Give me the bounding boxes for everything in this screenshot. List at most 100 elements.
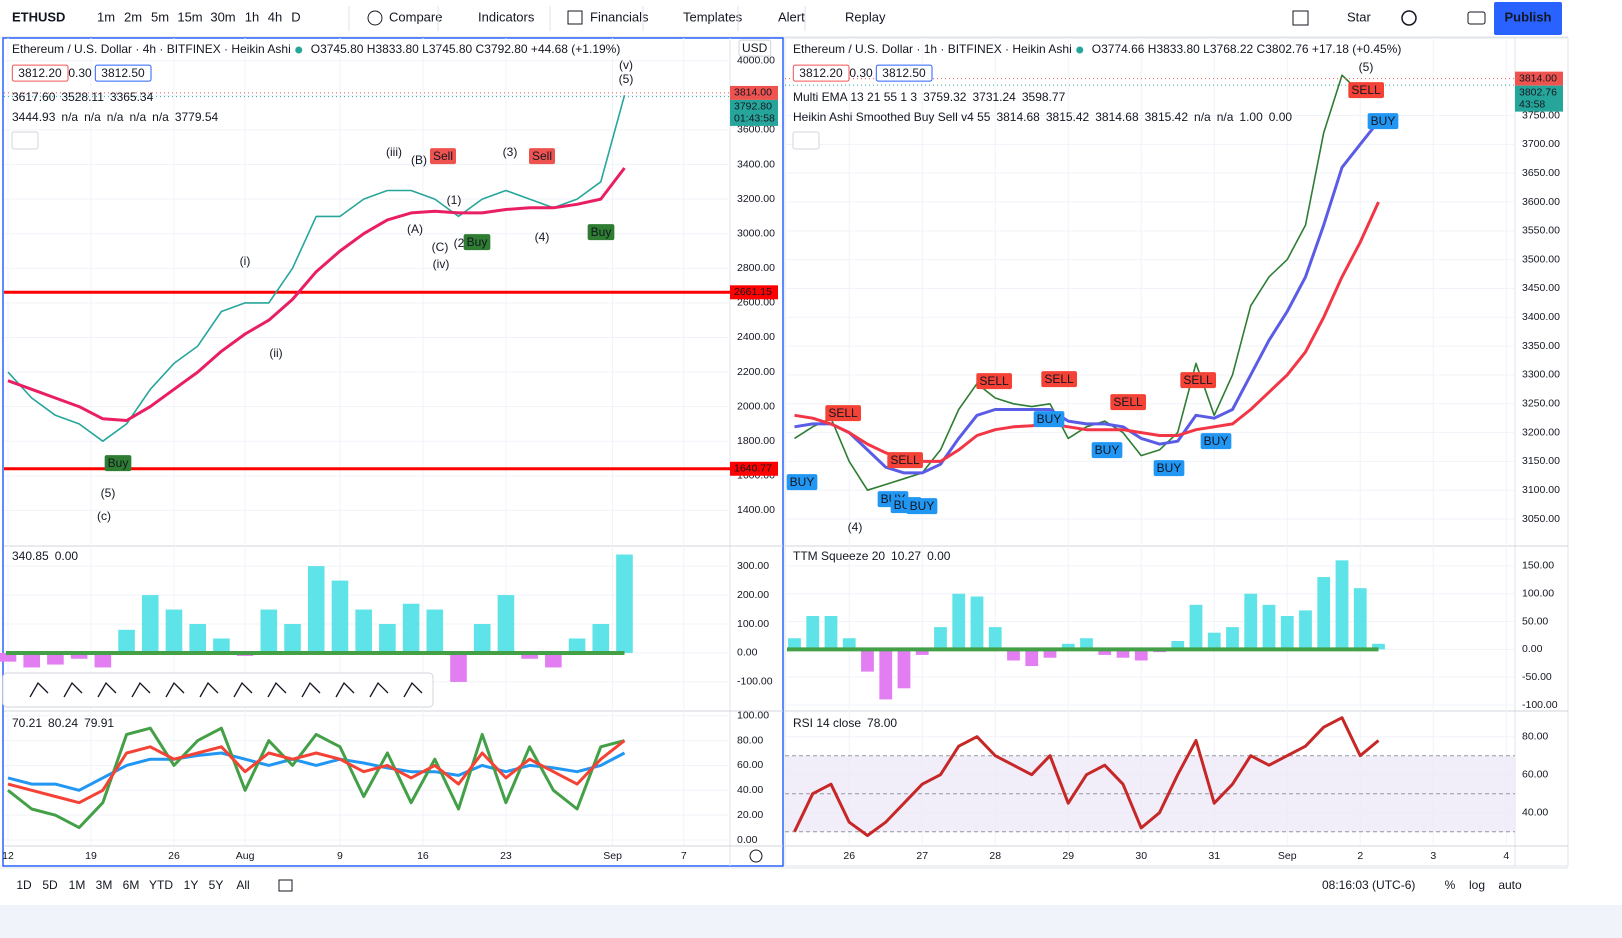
histogram-bar: [141, 595, 159, 653]
drawing-tool-icon[interactable]: [131, 681, 151, 698]
histogram-bar: [213, 638, 230, 653]
histogram-bar: [1116, 649, 1130, 658]
indicator-value: 70.21: [12, 716, 42, 730]
annotation-tag: [1153, 460, 1185, 477]
annotation-tag: [587, 224, 615, 241]
histogram-bar: [934, 627, 947, 650]
drawing-tool-icon[interactable]: [199, 681, 219, 698]
scale-option[interactable]: log: [1469, 878, 1485, 892]
chart-title: Ethereum / U.S. Dollar · 4h · BITFINEX ·…: [12, 42, 291, 56]
publish-button-bg[interactable]: [1494, 2, 1562, 35]
annotation-tag: [825, 405, 862, 422]
annotation: SELL: [1044, 372, 1074, 386]
annotation-tag: [104, 455, 132, 472]
range-button[interactable]: YTD: [149, 878, 173, 892]
drawing-tool-icon[interactable]: [267, 681, 287, 698]
collapse-button[interactable]: [11, 131, 39, 150]
active-chart-border: [2, 37, 784, 867]
annotation-tag: [906, 498, 938, 515]
collapse-button[interactable]: [792, 131, 820, 150]
annotation: SELL: [828, 406, 858, 420]
drawing-tool-icon[interactable]: [63, 681, 83, 698]
ohlc: O3745.80 H3833.80 L3745.80 C3792.80 +44.…: [311, 42, 621, 56]
drawing-tool-icon[interactable]: [403, 681, 423, 698]
quote-box: [94, 64, 152, 82]
quote-box: [11, 64, 69, 82]
settings-icon[interactable]: [1401, 10, 1417, 26]
drawing-tool-icon[interactable]: [165, 681, 185, 698]
drawing-tool-icon[interactable]: [369, 681, 389, 698]
toolbar-button[interactable]: Replay: [845, 9, 886, 24]
price-label: 3792.80: [734, 101, 772, 113]
y-tick-label: 2600.00: [737, 297, 775, 309]
range-button[interactable]: 6M: [123, 878, 140, 892]
scale-option[interactable]: auto: [1498, 878, 1522, 892]
indicator-value: 80.24: [48, 716, 78, 730]
range-button[interactable]: 5D: [42, 878, 58, 892]
y-tick-label: -100.00: [737, 676, 773, 688]
price-label-bg: [730, 85, 778, 100]
histogram-bar: [915, 649, 929, 655]
date-range-icon[interactable]: [278, 879, 293, 892]
histogram-bar: [970, 596, 984, 650]
toolbar-button[interactable]: Star: [1347, 9, 1372, 24]
histogram-bar: [1189, 604, 1203, 650]
histogram-bar: [1353, 588, 1367, 650]
histogram-bar: [1080, 638, 1093, 650]
range-button[interactable]: All: [236, 878, 249, 892]
interval-button[interactable]: 4h: [268, 9, 282, 24]
range-button[interactable]: 5Y: [209, 878, 224, 892]
drawing-tool-icon[interactable]: [29, 681, 49, 698]
histogram-bar: [1025, 649, 1039, 667]
drawing-tool-icon[interactable]: [97, 681, 117, 698]
interval-button[interactable]: 30m: [210, 9, 235, 24]
scale-option[interactable]: %: [1445, 878, 1456, 892]
histogram-bar: [897, 649, 911, 689]
toolbar-button[interactable]: Compare: [389, 9, 442, 24]
range-button[interactable]: 1M: [69, 878, 86, 892]
interval-button[interactable]: D: [291, 9, 300, 24]
y-tick-label: 3350.00: [1522, 340, 1560, 352]
toolbar-button[interactable]: Indicators: [478, 9, 535, 24]
range-button[interactable]: 1Y: [184, 878, 199, 892]
drawing-tool-icon[interactable]: [335, 681, 355, 698]
indicator-value: 3731.24: [972, 90, 1016, 104]
bid: 3812.20: [18, 66, 62, 80]
price-line: [7, 95, 626, 442]
spread: 0.30: [68, 66, 92, 80]
annotation: (4): [535, 230, 550, 244]
toolbar-button[interactable]: Templates: [683, 9, 743, 24]
snapshot-icon[interactable]: [1467, 11, 1486, 25]
histogram-bar: [1098, 649, 1112, 655]
price-line: [794, 120, 1380, 475]
toolbar-button[interactable]: Alert: [778, 9, 805, 24]
range-button[interactable]: 3M: [96, 878, 113, 892]
annotation: Sell: [433, 149, 453, 163]
interval-button[interactable]: 1m: [97, 9, 115, 24]
drawing-tool-icon[interactable]: [233, 681, 253, 698]
publish-button[interactable]: Publish: [1505, 9, 1552, 24]
toolbar-button[interactable]: Financials: [590, 9, 649, 24]
drawing-tool-icon[interactable]: [301, 681, 321, 698]
y-tick-label: 2200.00: [737, 366, 775, 378]
y-tick-label: 60.00: [1522, 768, 1548, 780]
x-tick-label: Sep: [1278, 850, 1297, 862]
y-tick-label: 0.00: [737, 834, 758, 846]
x-tick-label: 30: [1135, 850, 1147, 862]
layout-icon[interactable]: [1292, 10, 1309, 26]
histogram-bar: [1244, 593, 1258, 650]
annotation-tag: [1200, 433, 1232, 450]
symbol[interactable]: ETHUSD: [12, 9, 65, 24]
x-tick-label: 2: [1357, 850, 1363, 862]
range-button[interactable]: 1D: [16, 878, 32, 892]
interval-button[interactable]: 5m: [151, 9, 169, 24]
interval-button[interactable]: 2m: [124, 9, 142, 24]
y-tick-label: 60.00: [737, 759, 763, 771]
settings-icon[interactable]: [749, 849, 763, 863]
bid: 3812.20: [799, 66, 843, 80]
y-tick-label: 2400.00: [737, 331, 775, 343]
interval-button[interactable]: 1h: [245, 9, 259, 24]
histogram-bar: [402, 603, 420, 653]
price-line: [794, 74, 1379, 491]
interval-button[interactable]: 15m: [177, 9, 202, 24]
